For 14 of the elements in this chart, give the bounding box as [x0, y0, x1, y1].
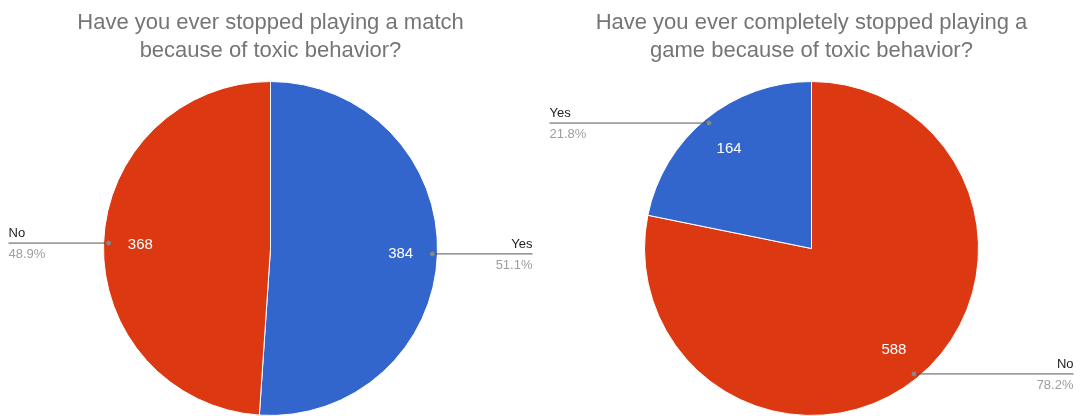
slice-label: Yes	[511, 235, 533, 251]
slice-label: No	[1056, 355, 1074, 371]
text: 51.1%	[495, 256, 533, 272]
chart-title: Have you ever completely stopped playing a game because of toxic behavior?	[595, 8, 1029, 63]
data-label: 368	[127, 235, 153, 253]
text: 21.8%	[549, 126, 587, 142]
slice-label: No	[8, 225, 26, 241]
text: 48.9%	[8, 246, 46, 262]
data-label: 588	[881, 340, 907, 358]
slice-label: Yes	[549, 105, 572, 121]
text: 78.2%	[1036, 376, 1074, 392]
data-label: 384	[388, 243, 414, 261]
data-label: 164	[716, 138, 742, 156]
chart-title: Have you ever stopped playing a match because of toxic behavior?	[77, 8, 464, 63]
